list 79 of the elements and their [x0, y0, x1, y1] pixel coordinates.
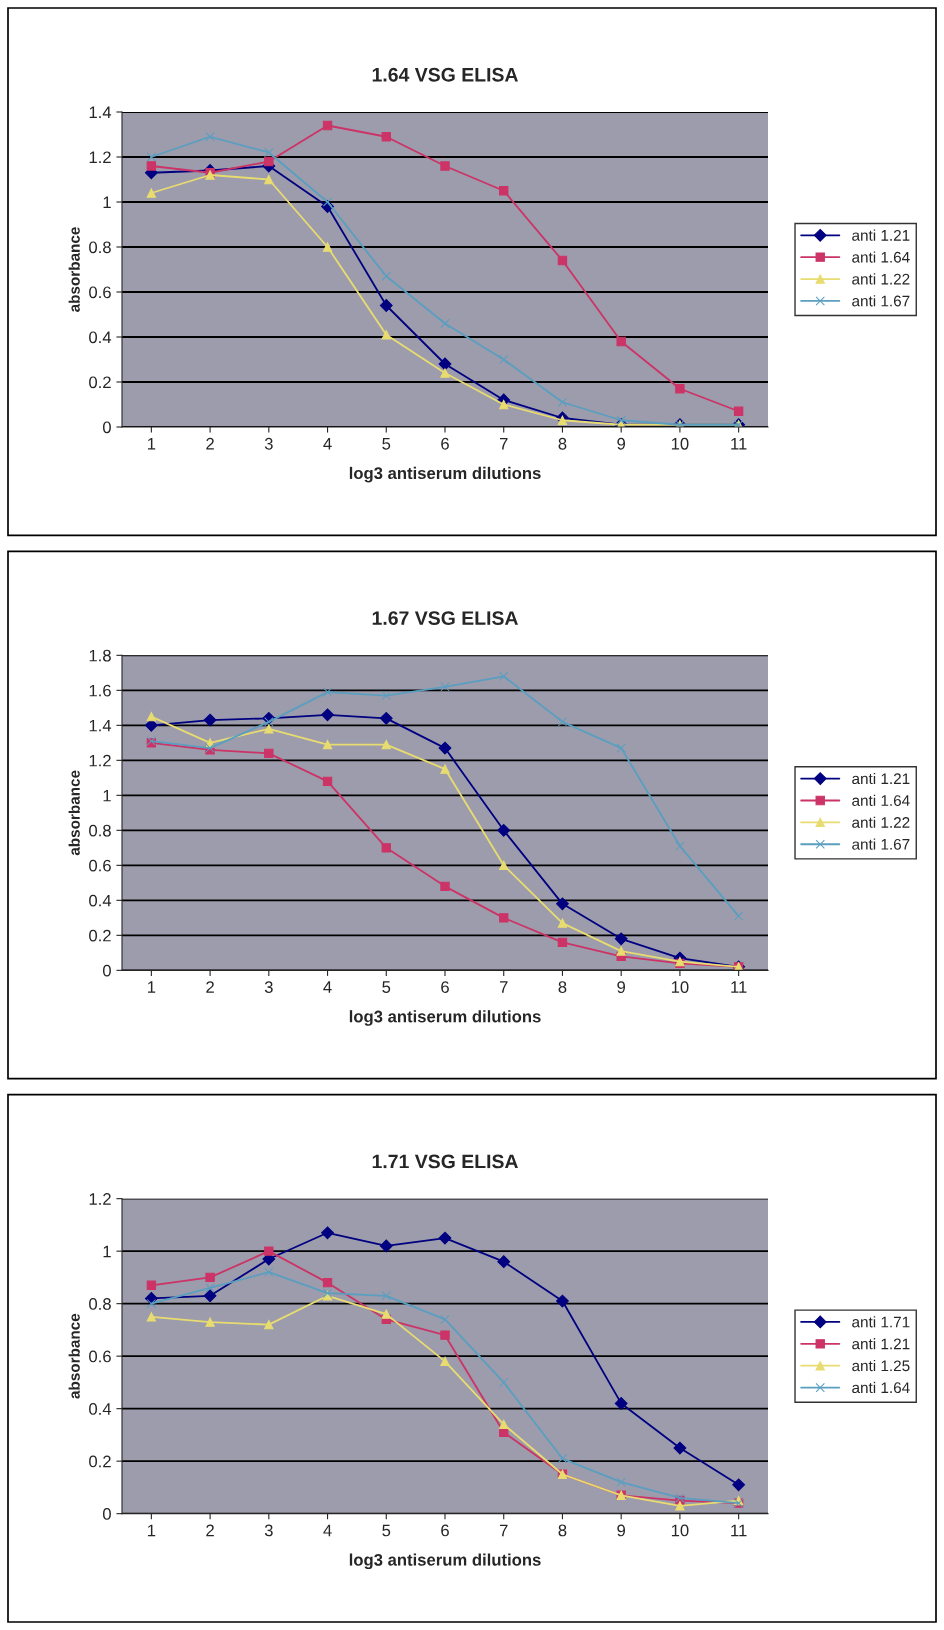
- legend-label: anti 1.21: [852, 1338, 910, 1350]
- y-tick-label: 1.2: [89, 1193, 111, 1205]
- x-tick-label: 5: [382, 1524, 391, 1537]
- y-tick-label: 1: [103, 1245, 111, 1258]
- x-tick-label: 8: [558, 981, 567, 993]
- legend-label: anti 1.67: [852, 838, 910, 850]
- legend-label: anti 1.64: [852, 251, 910, 263]
- y-tick-label: 1.2: [89, 151, 111, 164]
- x-tick-label: 11: [731, 438, 747, 450]
- x-axis-title: log3 antiserum dilutions: [349, 466, 541, 483]
- x-tick-label: 7: [499, 438, 508, 450]
- y-tick-label: 0: [102, 1508, 111, 1520]
- legend-label: anti 1.22: [852, 273, 910, 285]
- y-tick-label: 0.6: [89, 1350, 111, 1363]
- x-tick-label: 9: [617, 981, 626, 993]
- legend-label: anti 1.22: [852, 816, 910, 828]
- x-tick-label: 5: [382, 438, 391, 450]
- y-tick-label: 1.6: [89, 684, 111, 697]
- x-tick-label: 3: [264, 981, 273, 993]
- x-tick-label: 7: [499, 981, 508, 993]
- legend-label: anti 1.64: [852, 1381, 910, 1394]
- y-tick-label: 0.4: [89, 331, 112, 344]
- x-tick-label: 3: [264, 437, 273, 450]
- x-tick-label: 11: [731, 1524, 747, 1537]
- x-tick-label: 10: [671, 1524, 689, 1537]
- x-tick-label: 2: [206, 437, 214, 450]
- y-tick-label: 0.2: [89, 1455, 111, 1468]
- x-tick-label: 3: [264, 1524, 273, 1537]
- y-axis-title: absorbance: [68, 770, 80, 856]
- y-tick-label: 0.8: [89, 241, 111, 254]
- y-tick-label: 0.8: [89, 824, 111, 837]
- x-axis-title: log3 antiserum dilutions: [349, 1553, 541, 1570]
- y-tick-label: 1.4: [89, 719, 112, 732]
- y-axis-title: absorbance: [68, 227, 80, 312]
- x-tick-label: 6: [441, 1524, 449, 1537]
- chart-title: 1.71 VSG ELISA: [372, 1154, 518, 1169]
- y-tick-label: 0.2: [89, 376, 111, 389]
- x-tick-label: 9: [617, 1524, 626, 1537]
- y-tick-label: 0.6: [89, 859, 111, 872]
- y-tick-label: 1: [103, 789, 111, 802]
- legend-label: anti 1.71: [852, 1316, 910, 1328]
- y-tick-label: 1.8: [89, 649, 111, 662]
- x-tick-label: 8: [558, 437, 567, 450]
- y-tick-label: 0: [102, 964, 111, 977]
- legend-label: anti 1.21: [852, 772, 910, 785]
- x-tick-label: 8: [558, 1524, 567, 1537]
- y-tick-label: 0.4: [89, 1403, 112, 1415]
- x-tick-label: 6: [441, 981, 449, 993]
- legend-label: anti 1.64: [852, 794, 910, 806]
- y-tick-label: 0.4: [89, 894, 112, 907]
- y-tick-label: 1.2: [89, 754, 111, 767]
- x-tick-label: 4: [323, 981, 332, 993]
- y-tick-label: 0.2: [89, 929, 111, 942]
- legend-label: anti 1.67: [852, 295, 910, 307]
- x-tick-label: 5: [382, 981, 391, 993]
- x-tick-label: 9: [617, 437, 626, 450]
- x-tick-label: 4: [323, 438, 332, 450]
- chart-title: 1.67 VSG ELISA: [372, 611, 518, 625]
- y-tick-label: 0.6: [89, 286, 111, 299]
- x-tick-label: 4: [323, 1524, 332, 1537]
- x-tick-label: 1: [148, 438, 156, 450]
- y-tick-label: 1: [103, 196, 111, 209]
- x-tick-label: 2: [206, 1524, 214, 1537]
- chart-title: 1.64 VSG ELISA: [372, 67, 518, 82]
- x-tick-label: 1: [148, 981, 156, 993]
- y-tick-label: 0: [102, 421, 111, 434]
- legend-label: anti 1.25: [852, 1359, 910, 1372]
- y-axis-title: absorbance: [68, 1313, 80, 1399]
- x-tick-label: 7: [499, 1524, 508, 1537]
- x-tick-label: 1: [148, 1524, 156, 1537]
- legend-label: anti 1.21: [852, 229, 910, 241]
- x-tick-label: 10: [671, 437, 689, 450]
- x-tick-label: 6: [441, 437, 449, 450]
- x-axis-title: log3 antiserum dilutions: [349, 1010, 541, 1026]
- x-tick-label: 10: [671, 981, 689, 993]
- x-tick-label: 2: [206, 981, 214, 993]
- y-tick-label: 1.4: [89, 106, 112, 119]
- x-tick-label: 11: [731, 981, 747, 993]
- y-tick-label: 0.8: [89, 1298, 111, 1310]
